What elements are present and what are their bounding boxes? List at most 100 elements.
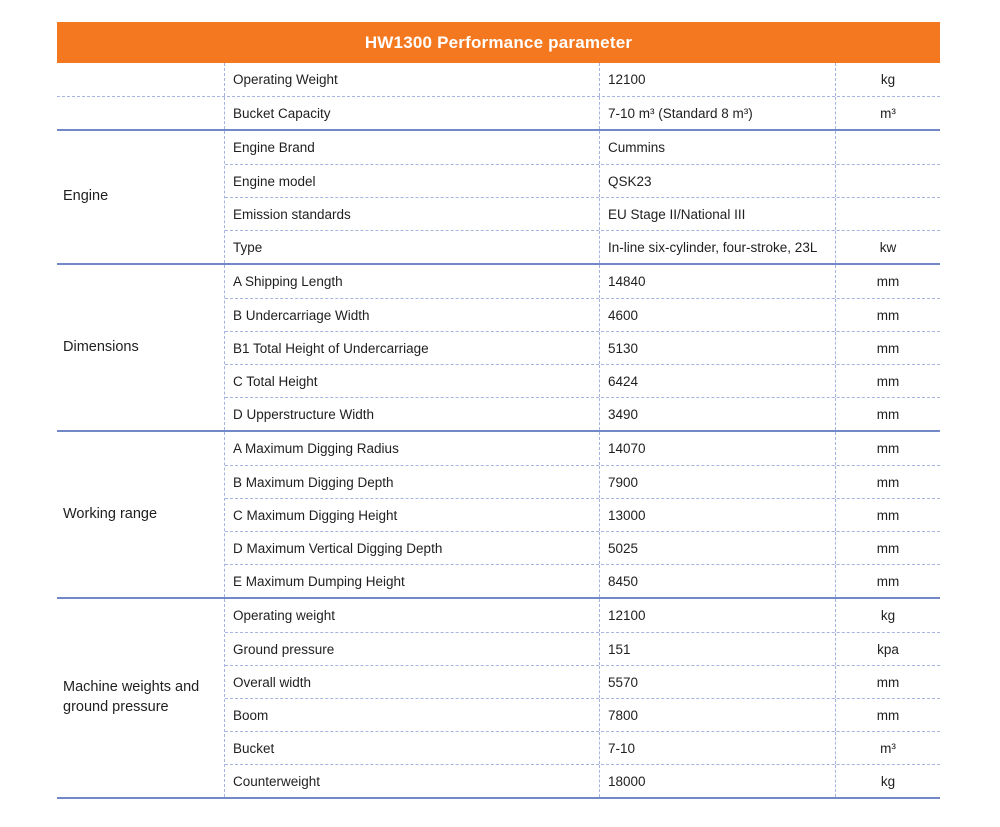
performance-table: HW1300 Performance parameter Operating W… — [57, 22, 940, 799]
unit-cell: m³ — [880, 740, 896, 756]
section-label: Machine weights and ground pressure — [57, 599, 225, 797]
param-cell: Engine Brand — [225, 131, 600, 164]
value-cell: 14070 — [600, 432, 836, 465]
param-cell: Bucket — [225, 732, 600, 764]
table-row: Bucket 7-10 m³ — [225, 731, 940, 764]
section-engine: Engine Engine Brand Cummins Engine model… — [57, 131, 940, 265]
section-label: Engine — [57, 131, 225, 263]
table-row: Operating weight 12100 kg — [225, 599, 940, 632]
table-row: Boom 7800 mm — [225, 698, 940, 731]
param-cell: B Undercarriage Width — [225, 299, 600, 331]
unit-cell: mm — [876, 474, 900, 490]
table-row: C Maximum Digging Height 13000 mm — [225, 498, 940, 531]
unit-cell: mm — [876, 507, 900, 523]
param-cell: Emission standards — [225, 198, 600, 230]
table-row: Engine Brand Cummins — [225, 131, 940, 164]
section-working-range: Working range A Maximum Digging Radius 1… — [57, 432, 940, 599]
param-cell: Counterweight — [225, 765, 600, 797]
value-cell: 7-10 — [600, 732, 836, 764]
unit-cell: mm — [876, 307, 900, 323]
unit-cell — [836, 131, 940, 164]
section-rows: Operating weight 12100 kg Ground pressur… — [225, 599, 940, 797]
param-cell: C Total Height — [225, 365, 600, 397]
param-cell: Type — [225, 231, 600, 263]
value-cell: 5025 — [600, 532, 836, 564]
unit-cell: mm — [876, 373, 900, 389]
param-cell: Boom — [225, 699, 600, 731]
param-cell: A Shipping Length — [225, 265, 600, 298]
table-row: E Maximum Dumping Height 8450 mm — [225, 564, 940, 597]
section-rows: A Maximum Digging Radius 14070 mm B Maxi… — [225, 432, 940, 597]
param-cell: Operating Weight — [225, 63, 600, 96]
section-dimensions: Dimensions A Shipping Length 14840 mm B … — [57, 265, 940, 432]
unit-cell: mm — [876, 340, 900, 356]
table-row: A Maximum Digging Radius 14070 mm — [225, 432, 940, 465]
unit-cell: m³ — [880, 105, 896, 121]
value-cell: 12100 — [600, 599, 836, 632]
param-cell: B1 Total Height of Undercarriage — [225, 332, 600, 364]
value-cell: 7900 — [600, 466, 836, 498]
unit-cell — [836, 165, 940, 197]
value-cell: 14840 — [600, 265, 836, 298]
value-cell: EU Stage II/National III — [600, 198, 836, 230]
section-machine-weights: Machine weights and ground pressure Oper… — [57, 599, 940, 799]
param-cell: E Maximum Dumping Height — [225, 565, 600, 597]
value-cell: 7800 — [600, 699, 836, 731]
unit-cell: mm — [876, 707, 900, 723]
section-label-empty — [57, 63, 225, 96]
section-rows: Engine Brand Cummins Engine model QSK23 … — [225, 131, 940, 263]
table-row: Operating Weight 12100 kg — [57, 63, 940, 96]
unit-cell — [836, 198, 940, 230]
param-cell: A Maximum Digging Radius — [225, 432, 600, 465]
table-row: Overall width 5570 mm — [225, 665, 940, 698]
section-label: Working range — [57, 432, 225, 597]
table-row: Bucket Capacity 7-10 m³ (Standard 8 m³) … — [57, 96, 940, 129]
param-cell: Overall width — [225, 666, 600, 698]
unit-cell: mm — [876, 406, 900, 422]
value-cell: 4600 — [600, 299, 836, 331]
value-cell: 151 — [600, 633, 836, 665]
section-label-empty — [57, 97, 225, 129]
param-cell: B Maximum Digging Depth — [225, 466, 600, 498]
unit-cell: mm — [876, 274, 900, 289]
value-cell: 12100 — [600, 63, 836, 96]
table-row: D Maximum Vertical Digging Depth 5025 mm — [225, 531, 940, 564]
value-cell: 6424 — [600, 365, 836, 397]
param-cell: C Maximum Digging Height — [225, 499, 600, 531]
table-row: B Undercarriage Width 4600 mm — [225, 298, 940, 331]
unit-cell: kg — [880, 608, 896, 623]
table-row: B1 Total Height of Undercarriage 5130 mm — [225, 331, 940, 364]
section-general: Operating Weight 12100 kg Bucket Capacit… — [57, 63, 940, 131]
section-label: Dimensions — [57, 265, 225, 430]
table-row: Type In-line six-cylinder, four-stroke, … — [225, 230, 940, 263]
table-row: D Upperstructure Width 3490 mm — [225, 397, 940, 430]
table-row: C Total Height 6424 mm — [225, 364, 940, 397]
value-cell: 18000 — [600, 765, 836, 797]
value-cell: 7-10 m³ (Standard 8 m³) — [600, 97, 836, 129]
value-cell: 13000 — [600, 499, 836, 531]
value-cell: In-line six-cylinder, four-stroke, 23L — [600, 231, 836, 263]
table-row: Emission standards EU Stage II/National … — [225, 197, 940, 230]
param-cell: D Maximum Vertical Digging Depth — [225, 532, 600, 564]
value-cell: 5130 — [600, 332, 836, 364]
table-title: HW1300 Performance parameter — [57, 22, 940, 63]
table-row: Ground pressure 151 kpa — [225, 632, 940, 665]
unit-cell: kg — [880, 72, 896, 87]
param-cell: D Upperstructure Width — [225, 398, 600, 430]
value-cell: QSK23 — [600, 165, 836, 197]
section-rows: A Shipping Length 14840 mm B Undercarria… — [225, 265, 940, 430]
param-cell: Operating weight — [225, 599, 600, 632]
value-cell: 8450 — [600, 565, 836, 597]
value-cell: 3490 — [600, 398, 836, 430]
value-cell: Cummins — [600, 131, 836, 164]
unit-cell: kg — [880, 773, 896, 789]
table-row: A Shipping Length 14840 mm — [225, 265, 940, 298]
param-cell: Bucket Capacity — [225, 97, 600, 129]
unit-cell: mm — [876, 540, 900, 556]
unit-cell: mm — [876, 674, 900, 690]
table-row: Engine model QSK23 — [225, 164, 940, 197]
unit-cell: kpa — [877, 641, 899, 657]
value-cell: 5570 — [600, 666, 836, 698]
table-row: Counterweight 18000 kg — [225, 764, 940, 797]
